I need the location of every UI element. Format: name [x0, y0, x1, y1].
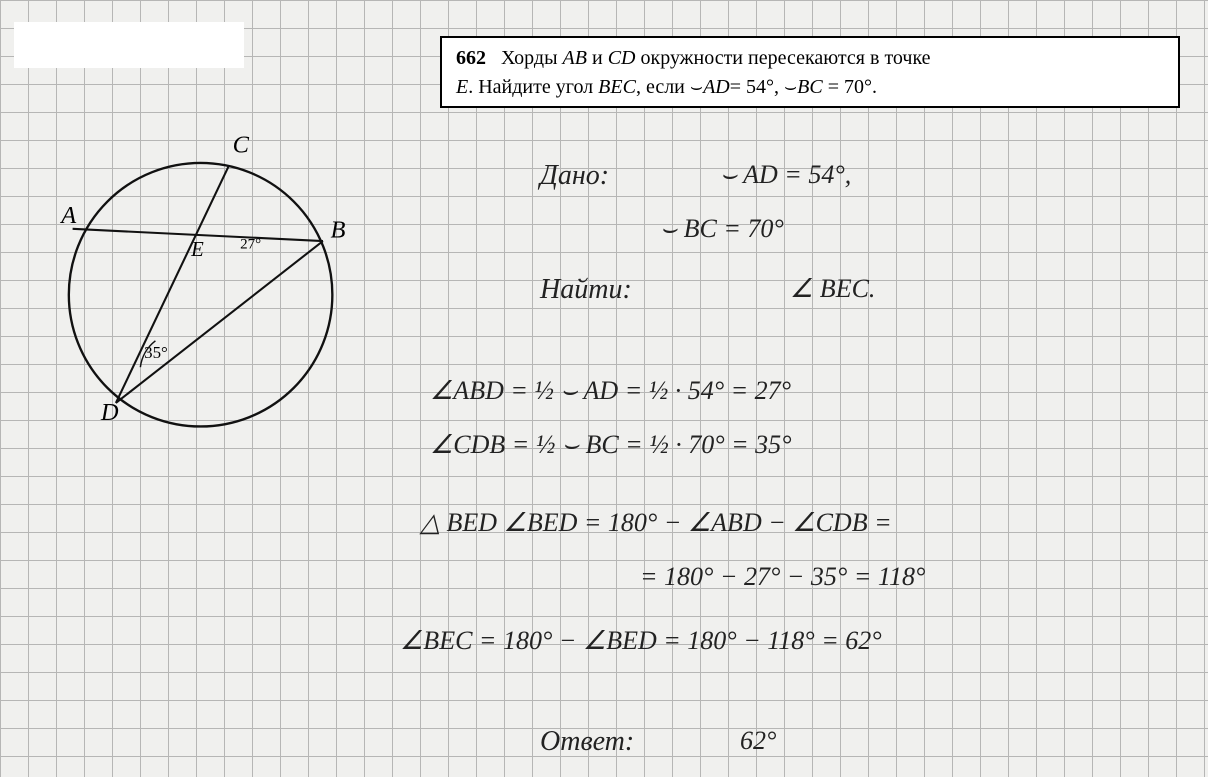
- problem-CD: CD: [608, 47, 636, 69]
- step-3b: = 180° − 27° − 35° = 118°: [640, 562, 925, 592]
- step-3a: △ BED ∠BED = 180° − ∠ABD − ∠CDB =: [420, 508, 892, 538]
- problem-AB: AB: [563, 47, 587, 69]
- given-label: Дано:: [540, 160, 609, 192]
- blank-patch: [14, 22, 244, 68]
- answer-label: Ответ:: [540, 726, 634, 758]
- find-label: Найти:: [540, 274, 632, 306]
- problem-text-2f: = 54°, ⌣: [730, 76, 797, 98]
- given-1: ⌣ AD = 54°,: [720, 160, 851, 191]
- svg-text:C: C: [233, 132, 250, 159]
- svg-text:B: B: [330, 216, 345, 243]
- answer-value: 62°: [740, 726, 776, 756]
- step-2: ∠CDB = ½ ⌣ BC = ½ · 70° = 35°: [430, 430, 792, 461]
- svg-text:35°: 35°: [144, 343, 168, 362]
- problem-text-2h: = 70°.: [823, 76, 877, 98]
- svg-text:E: E: [190, 239, 204, 261]
- step-1: ∠ABD = ½ ⌣ AD = ½ · 54° = 27°: [430, 376, 791, 407]
- geometry-diagram: A B C D E 27° 35°: [50, 120, 370, 460]
- svg-text:A: A: [59, 202, 77, 229]
- given-2: ⌣ BC = 70°: [660, 214, 784, 245]
- svg-text:D: D: [100, 399, 119, 426]
- problem-BEC: BEC: [598, 76, 636, 98]
- problem-statement: 662 Хорды AB и CD окружности пересекаютс…: [440, 36, 1180, 108]
- problem-BC: BC: [797, 76, 823, 98]
- problem-text-1c: и: [587, 47, 608, 69]
- problem-number: 662: [456, 47, 486, 69]
- problem-text-2b: . Найдите угол: [468, 76, 598, 98]
- problem-text-1e: окружности пересекаются в точке: [635, 47, 930, 69]
- find-value: ∠ BEC.: [790, 274, 875, 304]
- problem-AD: AD: [703, 76, 730, 98]
- step-4: ∠BEC = 180° − ∠BED = 180° − 118° = 62°: [400, 626, 882, 656]
- svg-text:27°: 27°: [240, 237, 261, 253]
- problem-text-1a: Хорды: [501, 47, 563, 69]
- problem-E: E: [456, 76, 468, 98]
- problem-text-2d: , если ⌣: [636, 76, 703, 98]
